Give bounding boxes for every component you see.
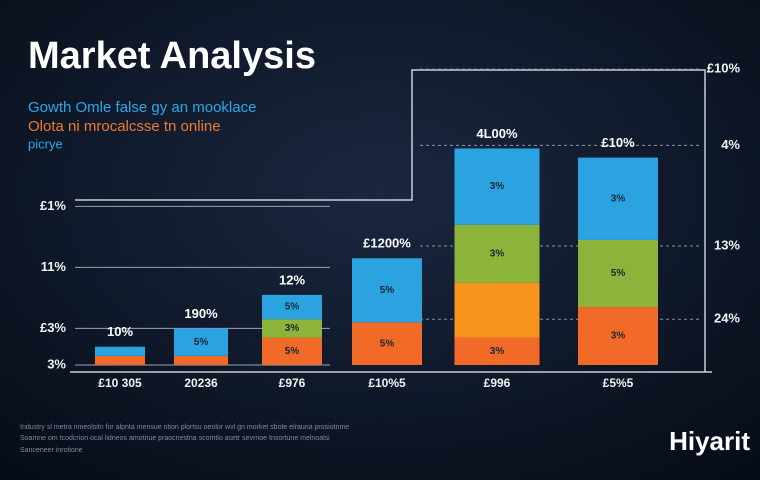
bar-segment [262,294,322,320]
bar-segment [262,319,322,338]
bar-segment [454,148,540,225]
brand: Hiyarit [669,426,750,456]
footnote: Soamne om tcodcrion ocal lidneos amotnue… [20,435,330,442]
bar-segment [454,282,540,338]
subtitle: Gowth Omle false gy an mooklace [28,99,256,116]
bar-segment [352,258,422,323]
segment-label: 5% [285,302,300,313]
x-tick-label: £10%5 [368,376,406,390]
total-label: 4L00% [476,126,518,141]
bar-segment [454,337,540,365]
segment-label: 5% [380,285,395,296]
segment-label: 3% [490,346,505,357]
subtitle: picrye [28,136,63,151]
total-label: 10% [107,324,133,339]
segment-label: 3% [611,331,626,342]
frame-line [75,69,706,372]
footnote: Industry sl metra nmeolsitn for alpnta m… [20,424,349,431]
x-tick-label: £10 305 [98,376,142,390]
y-tick-label: 11% [41,259,67,274]
y2-tick-label: 13% [714,237,740,252]
x-tick-label: £5%5 [603,376,634,390]
total-label: 12% [279,272,305,287]
y-tick-label: £1% [40,198,66,213]
chart-title: Market Analysis [28,35,316,77]
y-tick-label: 3% [47,356,66,371]
x-tick-label: £996 [484,376,511,390]
segment-label: 3% [611,193,626,204]
y2-tick-label: 24% [714,311,740,326]
bar-segment [174,355,228,365]
segment-label: 3% [490,248,505,259]
y2-tick-label: £10% [707,61,741,76]
segment-label: 5% [611,268,626,279]
y-tick-label: £3% [40,320,66,335]
bar-segment [578,239,658,308]
bar-segment [578,157,658,240]
bar-segment [95,346,145,356]
segment-label: 5% [380,338,395,349]
segment-label: 5% [285,346,300,357]
total-label: £10% [601,135,635,150]
footnote: Sanceneer inrotione [20,447,83,454]
total-label: £1200% [363,236,411,251]
x-tick-label: £976 [279,376,306,390]
bar-segment [95,355,145,365]
bar-segment [578,307,658,365]
bar-segment [174,328,228,356]
segment-label: 3% [285,323,300,334]
x-tick-label: 20236 [184,376,218,390]
total-label: 190% [184,306,218,321]
y2-tick-label: 4% [721,137,740,152]
bar-segment [352,322,422,365]
subtitle: Olota ni mrocalcsse tn online [28,118,221,135]
segment-label: 3% [490,181,505,192]
bar-segment [262,337,322,365]
segment-label: 5% [194,337,209,348]
bar-segment [454,224,540,283]
